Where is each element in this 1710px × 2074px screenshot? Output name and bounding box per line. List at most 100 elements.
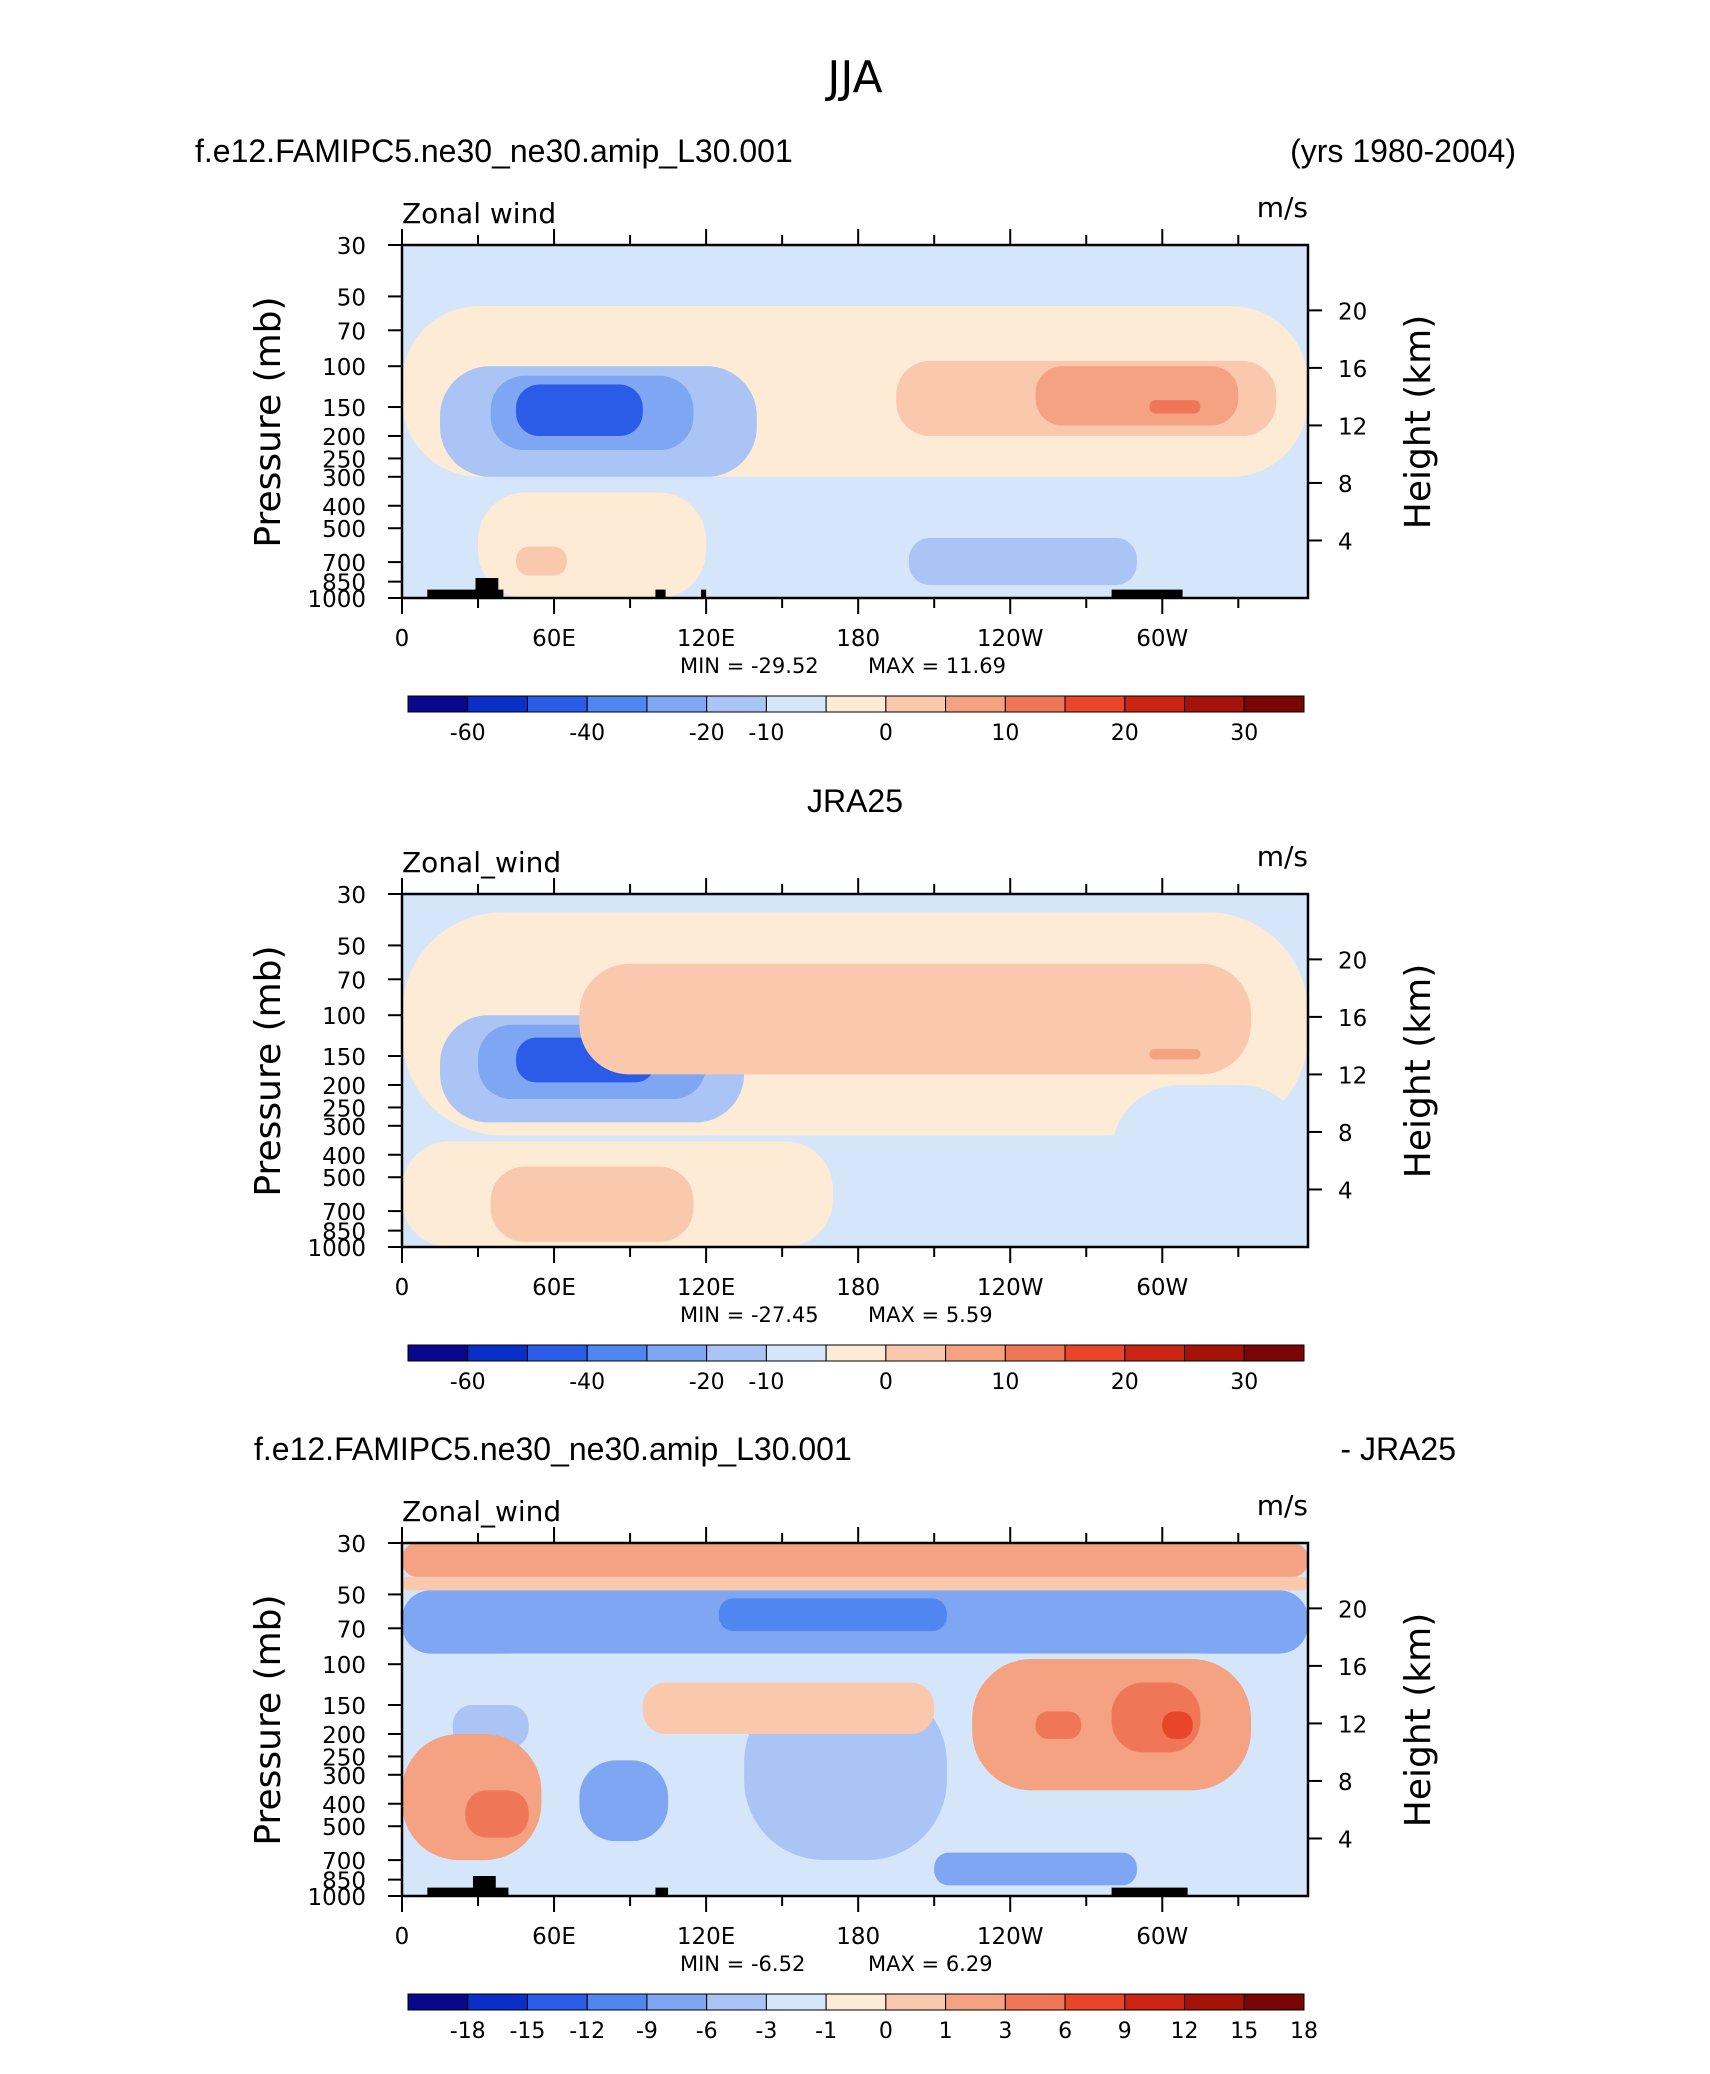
colorbar-swatch xyxy=(407,695,469,713)
colorbar-label: 0 xyxy=(879,1370,893,1395)
colorbar-label: 10 xyxy=(991,1370,1019,1395)
colorbar-swatch xyxy=(1184,1993,1245,2011)
max-label: MAX = 11.69 xyxy=(868,654,1006,678)
contour-region xyxy=(908,537,1137,586)
colorbar-swatch xyxy=(586,1344,648,1362)
contour-region xyxy=(402,1543,1308,1577)
x-tick-label: 60E xyxy=(532,626,576,652)
x-tick-label: 60E xyxy=(532,1275,576,1301)
colorbar-label: 9 xyxy=(1118,2019,1132,2044)
y-tick-label: 70 xyxy=(337,319,366,345)
variable-label: Zonal_wind xyxy=(402,846,561,879)
colorbar-swatch xyxy=(765,1344,827,1362)
x-tick-label: 60W xyxy=(1136,626,1188,652)
contour-region xyxy=(642,1682,935,1734)
colorbar-label: -10 xyxy=(748,721,784,746)
y-tick-label: 150 xyxy=(322,396,366,422)
colorbar-label: -40 xyxy=(569,721,605,746)
colorbar-swatch xyxy=(526,1344,588,1362)
y-tick-label: 500 xyxy=(322,1166,366,1192)
variable-label: Zonal wind xyxy=(402,197,556,230)
panel-title-right: - JRA25 xyxy=(1340,1431,1456,1467)
y-tick-label: 30 xyxy=(337,234,366,260)
y-tick-label: 850 xyxy=(322,571,366,597)
x-tick-label: 60W xyxy=(1136,1924,1188,1950)
colorbar-swatch xyxy=(1243,695,1305,713)
colorbar-swatch xyxy=(407,1993,469,2011)
colorbar-label: -20 xyxy=(689,1370,725,1395)
y-tick-label: 50 xyxy=(337,1583,366,1609)
y-axis-label: Pressure (mb) xyxy=(248,296,289,547)
x-tick-label: 0 xyxy=(395,1275,410,1301)
y-tick-label: 400 xyxy=(322,1793,366,1819)
colorbar-label: 12 xyxy=(1171,2019,1199,2044)
y-right-tick-label: 16 xyxy=(1338,1655,1367,1681)
max-label: MAX = 5.59 xyxy=(868,1303,993,1327)
x-tick-label: 120E xyxy=(677,1924,735,1950)
colorbar-label: -6 xyxy=(696,2019,718,2044)
contour-region xyxy=(1149,1049,1201,1060)
colorbar-label: -3 xyxy=(755,2019,777,2044)
contour-region xyxy=(478,492,707,598)
colorbar-swatch xyxy=(526,695,588,713)
y-tick-label: 1000 xyxy=(307,1885,366,1911)
colorbar-swatch xyxy=(1004,1993,1066,2011)
panel-title-right: (yrs 1980-2004) xyxy=(1290,133,1516,169)
y-tick-label: 700 xyxy=(322,551,366,577)
colorbar-label: 30 xyxy=(1230,1370,1258,1395)
colorbar-swatch xyxy=(765,695,827,713)
y-tick-label: 700 xyxy=(322,1849,366,1875)
panel-difference: f.e12.FAMIPC5.ne30_ne30.amip_L30.001 - JR… xyxy=(248,1431,1456,2044)
y-tick-label: 250 xyxy=(322,1096,366,1122)
contour-region xyxy=(1035,366,1239,426)
colorbar-swatch xyxy=(1243,1993,1305,2011)
colorbar-swatch xyxy=(407,1344,469,1362)
y-right-tick-label: 4 xyxy=(1338,1827,1353,1853)
contour-region xyxy=(465,1790,529,1838)
units-label: m/s xyxy=(1257,840,1308,873)
page-title: JJA xyxy=(824,52,882,103)
y-axis-label: Pressure (mb) xyxy=(248,945,289,1196)
colorbar-swatch xyxy=(825,1993,887,2011)
colorbar-label: -60 xyxy=(450,1370,486,1395)
colorbar-label: 6 xyxy=(1058,2019,1072,2044)
x-tick-label: 120W xyxy=(977,626,1044,652)
x-tick-label: 60E xyxy=(532,1924,576,1950)
y-right-tick-label: 4 xyxy=(1338,529,1353,555)
colorbar-swatch xyxy=(586,695,648,713)
y-tick-label: 50 xyxy=(337,934,366,960)
topography-mask xyxy=(427,1887,509,1896)
colorbar-label: 20 xyxy=(1111,1370,1139,1395)
y-right-axis-label: Height (km) xyxy=(1398,1613,1439,1827)
y-tick-label: 500 xyxy=(322,517,366,543)
x-tick-label: 0 xyxy=(395,626,410,652)
y-tick-label: 200 xyxy=(322,1723,366,1749)
y-tick-label: 30 xyxy=(337,883,366,909)
contour-region xyxy=(579,1760,669,1842)
y-right-tick-label: 20 xyxy=(1338,948,1367,974)
colorbar-swatch xyxy=(825,1344,887,1362)
colorbar-swatch xyxy=(885,1993,947,2011)
units-label: m/s xyxy=(1257,191,1308,224)
y-right-tick-label: 8 xyxy=(1338,1770,1353,1796)
colorbar-swatch xyxy=(706,695,767,713)
contour-region xyxy=(579,963,1251,1075)
contour-region xyxy=(516,546,567,576)
topography-mask xyxy=(701,589,707,598)
colorbar-swatch xyxy=(1064,1993,1126,2011)
contour-region xyxy=(516,384,643,436)
min-label: MIN = -27.45 xyxy=(680,1303,819,1327)
contour-region xyxy=(402,1576,1308,1591)
y-tick-label: 300 xyxy=(322,466,366,492)
colorbar-swatch xyxy=(1124,695,1186,713)
colorbar-label: -60 xyxy=(450,721,486,746)
y-tick-label: 500 xyxy=(322,1815,366,1841)
variable-label: Zonal_wind xyxy=(402,1495,561,1528)
min-label: MIN = -6.52 xyxy=(680,1952,805,1976)
colorbar-swatch xyxy=(1124,1344,1186,1362)
y-tick-label: 100 xyxy=(322,1653,366,1679)
x-tick-label: 180 xyxy=(836,1275,880,1301)
x-tick-label: 180 xyxy=(836,626,880,652)
colorbar-label: 0 xyxy=(879,2019,893,2044)
